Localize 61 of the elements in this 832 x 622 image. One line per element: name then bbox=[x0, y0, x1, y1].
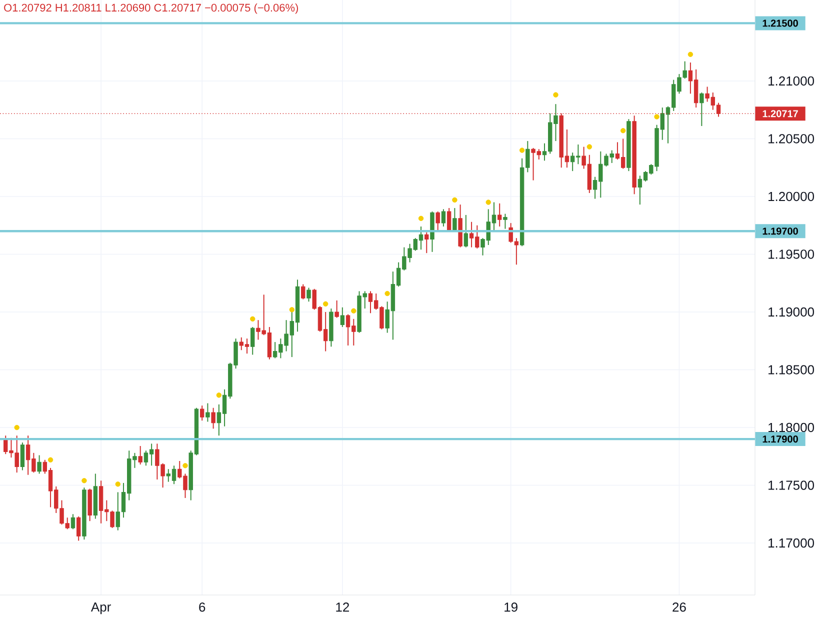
candlestick bbox=[206, 402, 210, 422]
y-tick-label: 1.18000 bbox=[768, 422, 814, 432]
candlestick bbox=[138, 445, 142, 465]
x-tick-label: 6 bbox=[199, 602, 206, 612]
point bbox=[654, 114, 660, 120]
point bbox=[553, 92, 558, 98]
point bbox=[586, 144, 592, 150]
candlestick bbox=[436, 210, 440, 230]
candlestick bbox=[301, 284, 306, 300]
annotation: O1.20792 H1.20811 L1.20690 C1.20717 −0.00075 (−0.06%) bbox=[4, 4, 298, 14]
candlestick bbox=[37, 454, 42, 474]
x-tick-label: 19 bbox=[504, 602, 518, 612]
candlestick bbox=[200, 405, 204, 422]
candlestick bbox=[503, 213, 508, 230]
candlestick bbox=[250, 326, 255, 356]
ref-line-label: 1.19700 bbox=[762, 228, 798, 235]
candlestick bbox=[211, 407, 216, 430]
x-tick-label: 12 bbox=[336, 602, 349, 612]
x-tick-label: 26 bbox=[672, 602, 686, 612]
point bbox=[486, 200, 491, 205]
y-tick-label: 1.17000 bbox=[768, 538, 814, 548]
candlestick bbox=[441, 208, 446, 228]
point bbox=[620, 128, 626, 134]
candlestick bbox=[340, 306, 345, 328]
y-tick-label: 1.19000 bbox=[768, 307, 814, 317]
candlestick bbox=[334, 300, 339, 318]
candlestick bbox=[76, 516, 81, 542]
point bbox=[182, 463, 188, 468]
candlestick bbox=[446, 208, 452, 232]
candlestick bbox=[20, 442, 25, 471]
candlestick bbox=[70, 514, 76, 530]
point bbox=[250, 316, 256, 322]
y-tick-label: 1.19500 bbox=[768, 250, 814, 259]
point bbox=[82, 478, 87, 484]
candlestick bbox=[306, 287, 311, 302]
y-tick-label: 1.18500 bbox=[768, 365, 814, 374]
candlestick bbox=[452, 208, 457, 232]
point bbox=[418, 216, 424, 222]
x-tick-label: Apr bbox=[90, 602, 111, 614]
point bbox=[688, 52, 694, 57]
y-tick-label: 1.20000 bbox=[768, 192, 814, 202]
point bbox=[115, 482, 120, 487]
point bbox=[351, 308, 356, 314]
ref-line-label: 1.17900 bbox=[762, 436, 798, 443]
point bbox=[384, 290, 390, 296]
candlestick bbox=[497, 202, 502, 228]
candlestick bbox=[464, 214, 468, 248]
candlestick bbox=[700, 92, 704, 127]
candlestick bbox=[424, 232, 429, 254]
point bbox=[14, 424, 20, 430]
point bbox=[216, 392, 222, 398]
y-tick-label: 1.17500 bbox=[768, 480, 814, 490]
point bbox=[452, 197, 458, 203]
point bbox=[289, 307, 294, 312]
ref-line-label: 1.21500 bbox=[762, 20, 798, 27]
y-tick-label: 1.21000 bbox=[768, 76, 814, 86]
point bbox=[48, 457, 54, 462]
y-tick-label: 1.20500 bbox=[768, 134, 814, 144]
ref-line-label: 1.20717 bbox=[762, 110, 798, 118]
point bbox=[322, 301, 328, 307]
point bbox=[519, 148, 525, 153]
